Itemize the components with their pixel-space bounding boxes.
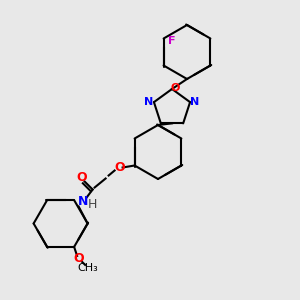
Text: N: N [190, 97, 200, 107]
Text: F: F [168, 35, 176, 46]
Text: H: H [88, 198, 97, 211]
Text: N: N [77, 195, 88, 208]
Text: O: O [76, 171, 87, 184]
Text: O: O [114, 161, 125, 174]
Text: N: N [144, 97, 154, 107]
Text: CH₃: CH₃ [78, 263, 98, 273]
Text: O: O [170, 83, 180, 93]
Text: O: O [74, 252, 84, 266]
